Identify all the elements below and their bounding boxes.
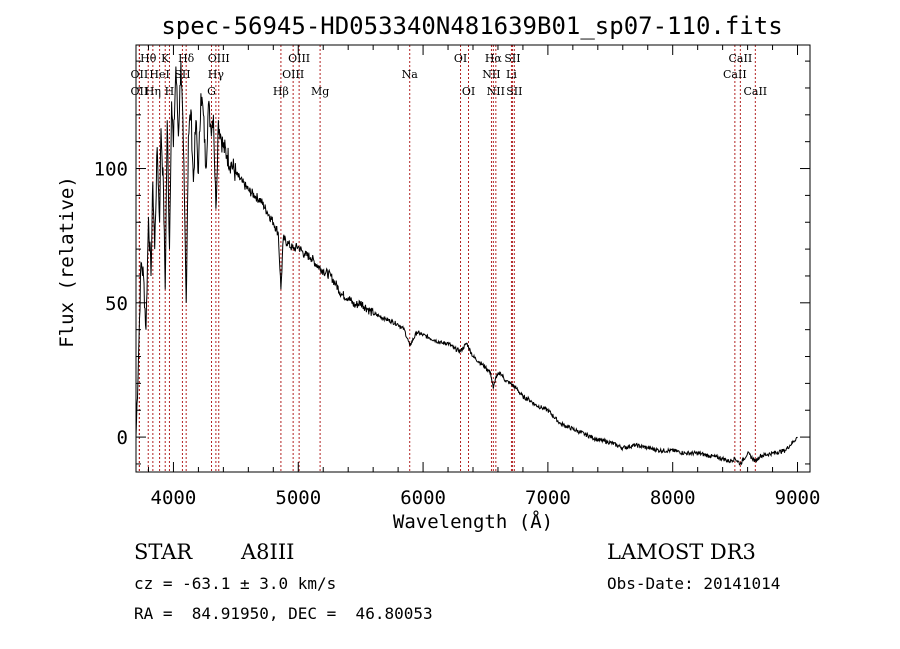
line-label-4: HeI — [149, 68, 169, 81]
obs-date: Obs-Date: 20141014 — [607, 574, 781, 593]
line-label-6: H — [165, 85, 175, 98]
line-label-15: Mg — [311, 85, 329, 98]
spectrum-line — [135, 61, 798, 466]
plot-frame — [135, 44, 811, 473]
line-label-16: Na — [402, 68, 419, 81]
y-tick-label: 100 — [94, 159, 128, 181]
line-label-22: SII — [504, 52, 520, 65]
x-axis: 4000 5000 6000 7000 8000 9000 — [147, 45, 821, 509]
line-label-27: CaII — [743, 85, 767, 98]
chart-title: spec-56945-HD053340N481639B01_sp07-110.f… — [161, 12, 782, 40]
line-label-10: Hγ — [208, 68, 225, 81]
y-axis-label: Flux (relative) — [56, 176, 78, 348]
line-label-1: OII — [131, 68, 149, 81]
x-tick-label: 8000 — [650, 487, 696, 509]
line-label-11: G — [207, 85, 216, 98]
line-label-0: Hθ — [140, 52, 157, 65]
y-tick-label: 50 — [105, 293, 128, 315]
line-label-8: SII — [174, 68, 190, 81]
coordinates: RA = 84.91950, DEC = 46.80053 — [134, 604, 433, 623]
line-label-23: Li — [506, 68, 517, 81]
line-label-2: OII — [131, 85, 149, 98]
line-label-26: CaII — [723, 68, 747, 81]
object-subclass: A8III — [241, 540, 295, 564]
x-tick-label: 7000 — [525, 487, 571, 509]
x-tick-label: 6000 — [400, 487, 446, 509]
x-tick-label: 4000 — [151, 487, 197, 509]
line-label-12: Hβ — [273, 85, 289, 98]
line-label-24: SII — [506, 85, 522, 98]
line-label-25: CaII — [729, 52, 753, 65]
line-label-14: OIII — [282, 68, 304, 81]
line-label-18: OI — [462, 85, 475, 98]
survey-name: LAMOST DR3 — [607, 540, 756, 564]
x-tick-label: 5000 — [275, 487, 321, 509]
line-label-9: OIII — [208, 52, 230, 65]
line-markers — [138, 45, 756, 472]
line-label-19: Hα — [485, 52, 503, 65]
redshift-text: cz = -63.1 ± 3.0 km/s — [134, 574, 337, 593]
line-label-3: Hη — [145, 85, 161, 98]
line-label-21: NII — [487, 85, 505, 98]
x-tick-label: 9000 — [775, 487, 821, 509]
y-axis: 0 50 100 — [94, 60, 810, 465]
line-label-13: OIII — [288, 52, 310, 65]
line-label-17: OI — [454, 52, 467, 65]
x-axis-label: Wavelength (Å) — [393, 510, 553, 533]
line-label-20: NII — [482, 68, 500, 81]
object-class: STAR — [134, 540, 193, 564]
line-label-7: Hδ — [178, 52, 195, 65]
y-tick-label: 0 — [117, 427, 128, 449]
line-label-5: K — [161, 52, 170, 65]
